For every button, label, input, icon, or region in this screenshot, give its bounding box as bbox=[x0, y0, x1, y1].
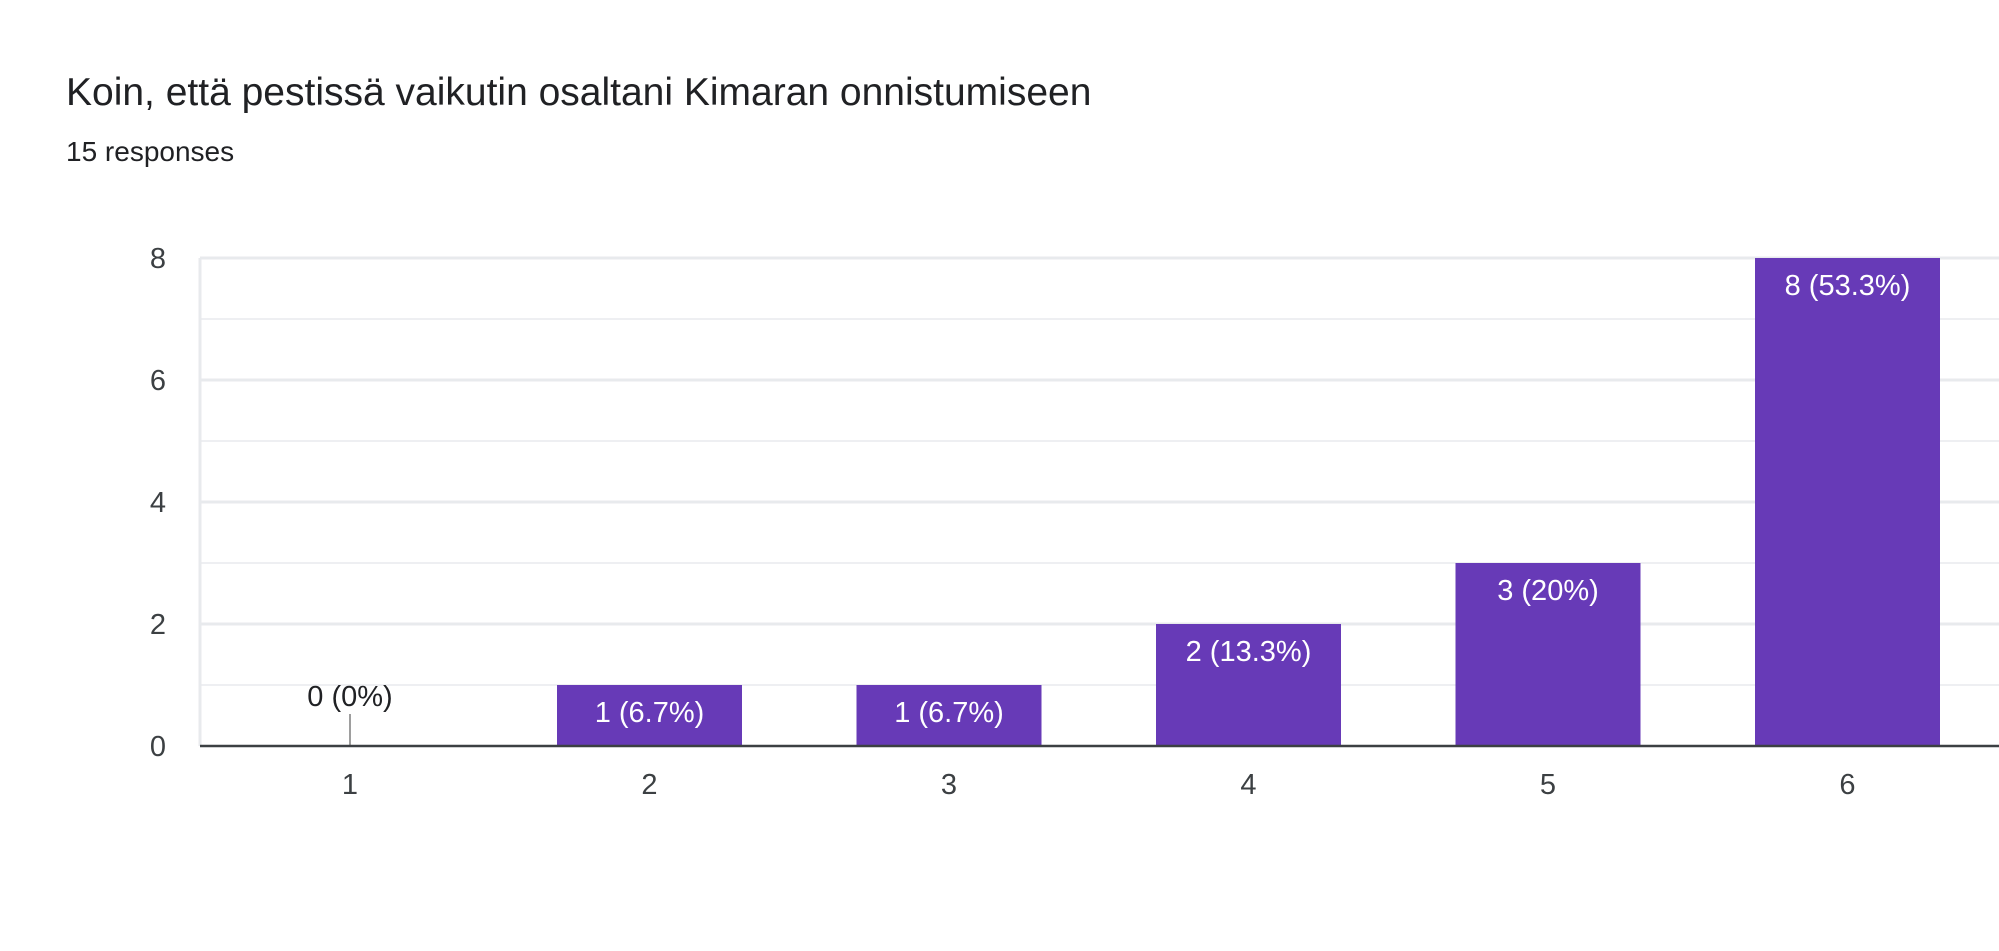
y-tick-label: 8 bbox=[150, 243, 166, 275]
data-label: 1 (6.7%) bbox=[595, 697, 705, 729]
data-labels: 0 (0%) 1 (6.7%) 1 (6.7%) 2 (13.3%) 3 (20%) 8 … bbox=[307, 270, 1910, 729]
y-tick-label: 0 bbox=[150, 731, 166, 763]
x-tick-label: 1 bbox=[342, 769, 358, 801]
bar-5 bbox=[1455, 563, 1641, 746]
y-tick-label: 4 bbox=[150, 487, 166, 519]
data-label: 2 (13.3%) bbox=[1186, 636, 1312, 668]
response-count: 15 responses bbox=[66, 136, 235, 167]
x-tick-label: 2 bbox=[641, 769, 657, 801]
bar-4 bbox=[1156, 624, 1341, 746]
data-label: 0 (0%) bbox=[307, 681, 392, 713]
x-axis-ticks: 1 2 3 4 5 6 bbox=[342, 769, 1856, 801]
x-tick-label: 4 bbox=[1240, 769, 1256, 801]
bar-3 bbox=[856, 685, 1042, 746]
data-label: 3 (20%) bbox=[1497, 575, 1599, 607]
x-tick-label: 6 bbox=[1839, 769, 1855, 801]
y-axis-ticks: 0 2 4 6 8 bbox=[150, 243, 166, 763]
bar-2 bbox=[557, 685, 742, 746]
data-label: 1 (6.7%) bbox=[894, 697, 1004, 729]
x-tick-label: 3 bbox=[941, 769, 957, 801]
y-tick-label: 6 bbox=[150, 365, 166, 397]
chart-title: Koin, että pestissä vaikutin osaltani Ki… bbox=[66, 71, 1092, 114]
bars bbox=[349, 258, 1940, 746]
gridlines bbox=[198, 256, 1999, 746]
y-tick-label: 2 bbox=[150, 609, 166, 641]
bar-6 bbox=[1755, 258, 1940, 746]
data-label: 8 (53.3%) bbox=[1785, 270, 1911, 302]
x-tick-label: 5 bbox=[1540, 769, 1556, 801]
